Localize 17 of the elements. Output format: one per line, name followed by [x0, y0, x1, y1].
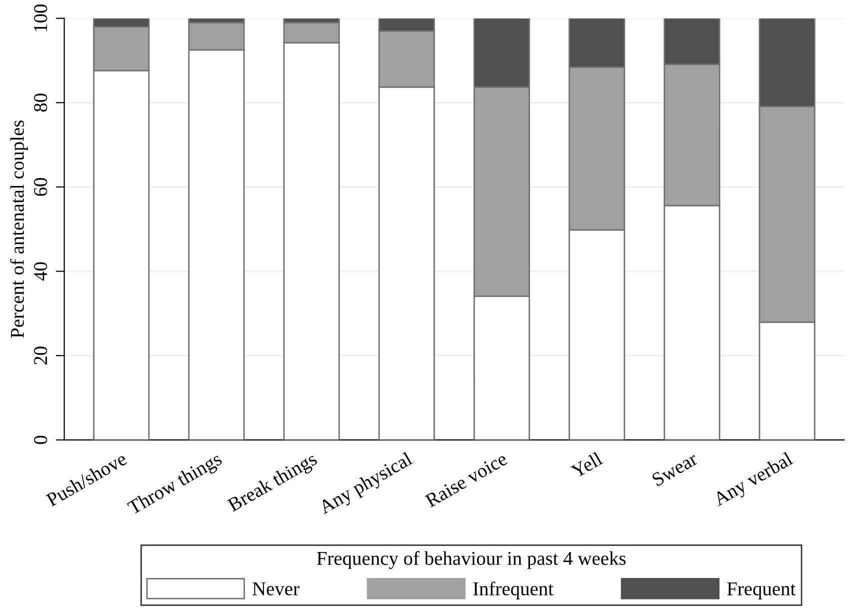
y-axis-title: Percent of antenatal couples: [10, 120, 28, 338]
x-tick-label: Any verbal: [712, 451, 796, 510]
x-tick-label: Break things: [226, 451, 320, 516]
y-tick-label: 20: [34, 346, 48, 364]
x-tick-label: Raise voice: [424, 452, 508, 508]
legend-label: Never: [252, 582, 300, 596]
x-tick-label: Swear: [651, 452, 699, 487]
x-tick-label: Yell: [570, 451, 604, 479]
y-tick-label: 40: [34, 262, 48, 281]
x-tick-label: Throw things: [126, 451, 225, 518]
y-tick-label: 0: [34, 436, 48, 444]
legend-label: Frequent: [727, 582, 796, 600]
y-tick-label: 60: [34, 178, 48, 196]
legend-title: Frequency of behaviour in past 4 weeks: [316, 551, 626, 569]
y-tick-label: 80: [34, 94, 48, 112]
y-tick-label: 100: [34, 4, 48, 32]
legend-label: Infrequent: [473, 582, 554, 600]
